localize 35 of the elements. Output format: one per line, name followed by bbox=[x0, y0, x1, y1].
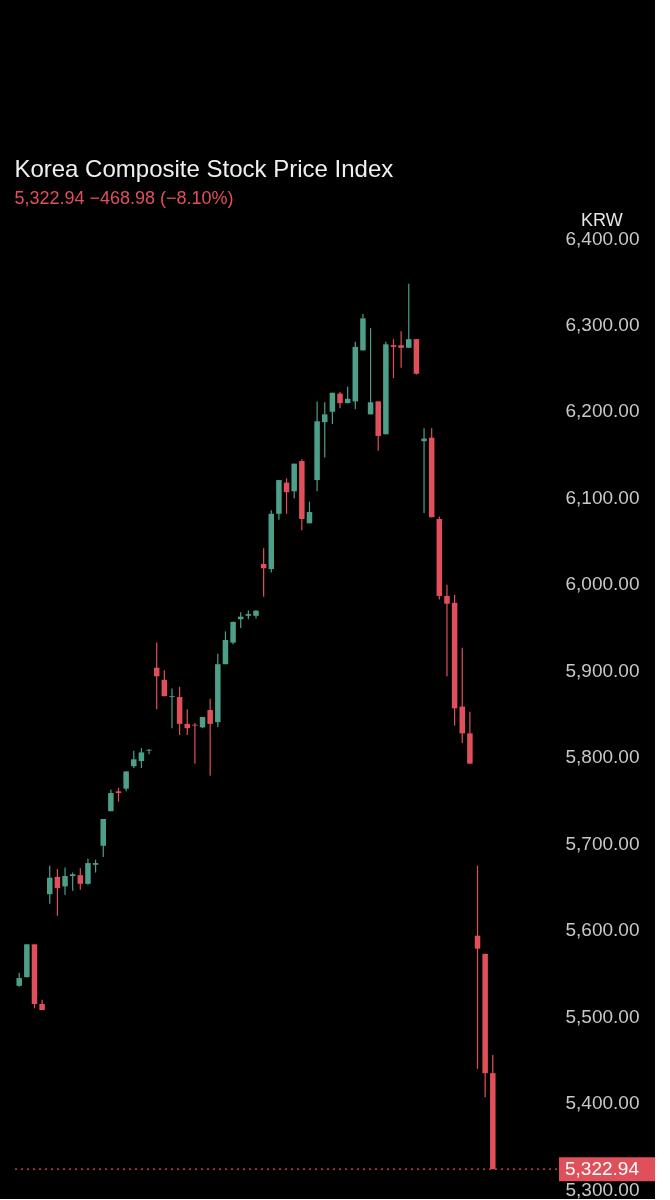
y-tick-label: 6,000.00 bbox=[565, 573, 640, 595]
candlestick bbox=[146, 748, 152, 755]
candlestick bbox=[390, 338, 397, 379]
y-tick-label: 5,300.00 bbox=[565, 1178, 640, 1200]
candlestick bbox=[47, 865, 53, 905]
candlestick bbox=[77, 867, 84, 891]
chart-title: Korea Composite Stock Price Index bbox=[14, 155, 394, 182]
candlestick bbox=[398, 330, 404, 369]
candlestick bbox=[192, 722, 198, 765]
y-tick-label: 5,800.00 bbox=[565, 746, 640, 768]
candlestick bbox=[329, 392, 336, 425]
y-tick-label: 5,600.00 bbox=[565, 919, 640, 941]
candlestick bbox=[444, 584, 450, 677]
chart-subtitle: 5,322.94 −468.98 (−8.10%) bbox=[14, 188, 234, 208]
candlestick bbox=[85, 858, 91, 886]
y-tick-label: 5,500.00 bbox=[565, 1005, 640, 1027]
y-tick-label: 6,300.00 bbox=[565, 313, 640, 335]
text: KRW bbox=[581, 210, 623, 230]
candlestick bbox=[207, 698, 213, 777]
candlestick bbox=[62, 866, 68, 896]
candlestick bbox=[406, 283, 412, 349]
candlestick bbox=[138, 747, 145, 769]
y-tick-label: 5,900.00 bbox=[565, 659, 640, 681]
candlestick bbox=[69, 871, 76, 892]
candlestick bbox=[123, 770, 129, 792]
candlestick bbox=[322, 401, 328, 459]
candlestick bbox=[169, 687, 175, 729]
candlestick bbox=[367, 327, 374, 415]
y-tick-label: 5,400.00 bbox=[565, 1092, 640, 1114]
y-tick-label: 6,200.00 bbox=[565, 400, 640, 422]
candlestick bbox=[474, 865, 481, 1070]
y-tick-label: 6,100.00 bbox=[565, 486, 640, 508]
y-tick-label: 6,400.00 bbox=[565, 227, 640, 249]
ref-line-label: 5,322.94 bbox=[565, 1158, 640, 1180]
y-tick-label: 5,700.00 bbox=[565, 832, 640, 854]
